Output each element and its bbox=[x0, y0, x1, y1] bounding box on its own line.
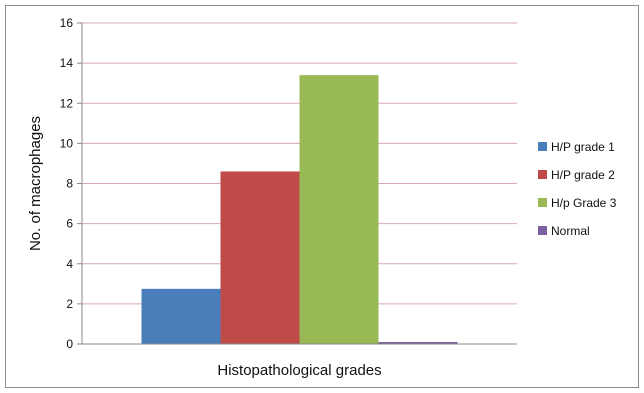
legend-swatch bbox=[538, 170, 547, 179]
bar-h-p-grade-3 bbox=[299, 75, 379, 344]
y-tick-label: 0 bbox=[66, 337, 73, 351]
y-tick-label: 6 bbox=[66, 217, 73, 231]
legend-label: H/P grade 2 bbox=[551, 168, 615, 182]
legend-swatch bbox=[538, 198, 547, 207]
y-axis-label: No. of macrophages bbox=[27, 116, 44, 251]
legend: H/P grade 1 H/P grade 2 H/p Grade 3 Normal bbox=[538, 140, 617, 238]
legend-label: H/P grade 1 bbox=[551, 140, 615, 154]
y-tick-label: 4 bbox=[66, 257, 73, 271]
y-tick-label: 2 bbox=[66, 297, 73, 311]
bars bbox=[141, 75, 458, 344]
bar-h-p-grade-2 bbox=[220, 171, 300, 344]
x-axis-label: Histopathological grades bbox=[217, 362, 381, 379]
legend-label: Normal bbox=[551, 224, 590, 238]
bar-normal bbox=[378, 341, 458, 344]
y-tick-label: 14 bbox=[60, 56, 74, 70]
legend-label: H/p Grade 3 bbox=[551, 196, 617, 210]
y-tick-label: 16 bbox=[60, 16, 74, 30]
y-tick-label: 10 bbox=[60, 136, 74, 150]
y-axis-ticks: 0 2 4 6 8 10 12 14 16 bbox=[60, 16, 82, 351]
y-tick-label: 8 bbox=[66, 177, 73, 191]
y-tick-label: 12 bbox=[60, 96, 74, 110]
legend-swatch bbox=[538, 226, 547, 235]
legend-swatch bbox=[538, 142, 547, 151]
bar-h-p-grade-1 bbox=[141, 288, 221, 344]
